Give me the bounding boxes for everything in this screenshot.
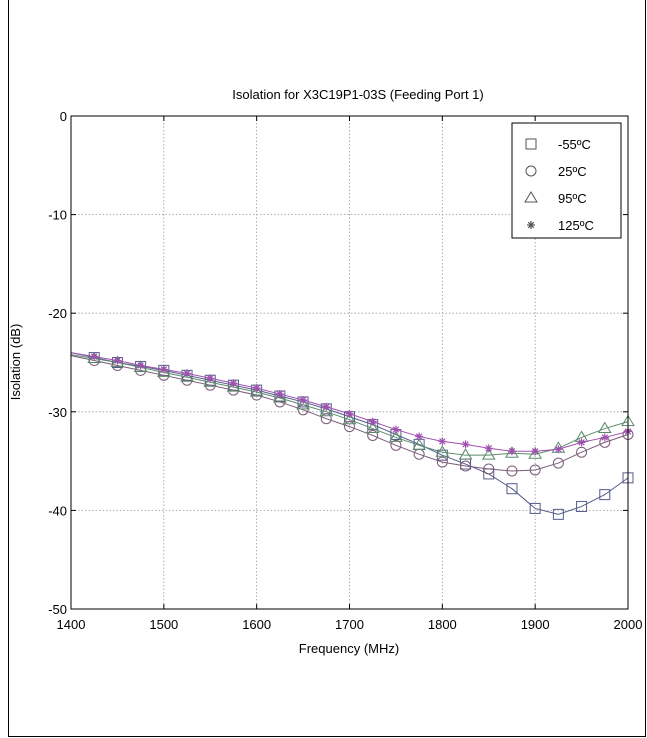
- data-point: [159, 365, 168, 374]
- data-point: [113, 356, 122, 365]
- series-line: [70, 352, 629, 515]
- x-tick-label: 1500: [149, 617, 178, 632]
- data-point: [136, 361, 145, 370]
- series-layer: [70, 351, 635, 520]
- data-point: [249, 385, 264, 397]
- data-point: [461, 440, 470, 449]
- data-point: [90, 352, 99, 361]
- data-point: [531, 447, 540, 456]
- x-axis-label: Frequency (MHz): [299, 641, 399, 656]
- data-point: [180, 370, 194, 382]
- data-point: [275, 390, 284, 399]
- data-point: [206, 374, 215, 383]
- data-point: [435, 445, 450, 457]
- data-point: [368, 417, 377, 426]
- y-tick-label: -20: [48, 306, 67, 321]
- x-tick-label: 1600: [242, 617, 271, 632]
- data-point: [391, 425, 400, 434]
- data-point: [529, 464, 541, 476]
- data-point: [506, 465, 518, 477]
- x-tick-label: 1400: [57, 617, 86, 632]
- y-axis-label: Isolation (dB): [8, 324, 23, 401]
- legend-label: -55ºC: [558, 137, 591, 152]
- legend-marker: [524, 191, 538, 203]
- data-point: [272, 391, 287, 403]
- data-point: [344, 421, 355, 433]
- grid: [71, 116, 628, 609]
- legend-marker: [527, 221, 535, 229]
- data-point: [577, 438, 586, 447]
- data-point: [322, 402, 331, 411]
- legend-marker: [525, 138, 537, 150]
- data-point: [505, 446, 519, 458]
- x-tick-label: 1900: [521, 617, 550, 632]
- y-tick-label: 0: [60, 109, 67, 124]
- chart-title: Isolation for X3C19P1-03S (Feeding Port …: [232, 87, 483, 102]
- data-point: [319, 404, 334, 417]
- data-point: [436, 456, 448, 468]
- series-star: [70, 352, 632, 456]
- axis-ticks: 1400 1500 1600 1700 1800 1900 2000 0 -10 -20 -30 -4…: [48, 109, 642, 632]
- data-point: [600, 433, 609, 442]
- data-point: [576, 446, 588, 458]
- series-square: [70, 352, 634, 520]
- data-point: [320, 413, 332, 425]
- data-point: [299, 395, 308, 404]
- data-point: [552, 508, 564, 520]
- x-tick-label: 2000: [614, 617, 643, 632]
- data-point: [484, 444, 493, 453]
- legend-label: 25ºC: [558, 164, 587, 179]
- data-point: [203, 375, 218, 387]
- data-point: [552, 457, 564, 469]
- data-point: [506, 483, 518, 495]
- y-tick-label: -40: [48, 503, 67, 518]
- data-point: [365, 421, 380, 434]
- data-point: [460, 460, 472, 472]
- data-point: [183, 369, 192, 378]
- data-point: [342, 412, 357, 425]
- data-point: [597, 421, 612, 434]
- series-line: [70, 354, 629, 456]
- data-point: [389, 430, 403, 442]
- data-point: [415, 432, 424, 441]
- data-point: [458, 448, 473, 460]
- series-line: [70, 355, 629, 472]
- data-point: [483, 463, 495, 475]
- data-point: [229, 379, 238, 388]
- data-point: [529, 502, 541, 514]
- data-point: [438, 437, 447, 446]
- figure-frame: [8, 0, 646, 737]
- legend: -55ºC 25ºC 95ºC 125ºC: [511, 122, 622, 239]
- series-line: [70, 352, 629, 452]
- y-tick-label: -50: [48, 602, 67, 617]
- legend-label: 95ºC: [558, 191, 587, 206]
- data-point: [296, 397, 310, 410]
- data-point: [507, 447, 516, 456]
- data-point: [599, 489, 611, 501]
- data-point: [252, 384, 261, 393]
- data-point: [554, 445, 563, 454]
- data-point: [345, 409, 354, 418]
- legend-box: [511, 122, 622, 239]
- data-point: [226, 380, 241, 392]
- y-tick-label: -10: [48, 208, 67, 223]
- legend-label: 125ºC: [558, 218, 594, 233]
- data-point: [390, 439, 402, 451]
- data-point: [576, 500, 588, 512]
- data-point: [412, 438, 427, 450]
- data-point: [367, 429, 379, 441]
- x-tick-label: 1800: [428, 617, 457, 632]
- data-point: [481, 448, 496, 460]
- x-tick-label: 1700: [335, 617, 364, 632]
- y-tick-label: -30: [48, 405, 67, 420]
- data-point: [156, 365, 171, 377]
- legend-marker: [525, 165, 537, 177]
- data-point: [528, 447, 543, 459]
